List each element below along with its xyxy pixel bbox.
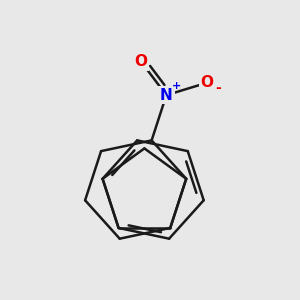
Text: N: N: [160, 88, 173, 103]
Text: -: -: [215, 81, 221, 95]
Text: O: O: [134, 54, 147, 69]
Text: O: O: [200, 75, 213, 90]
Text: +: +: [172, 81, 181, 91]
